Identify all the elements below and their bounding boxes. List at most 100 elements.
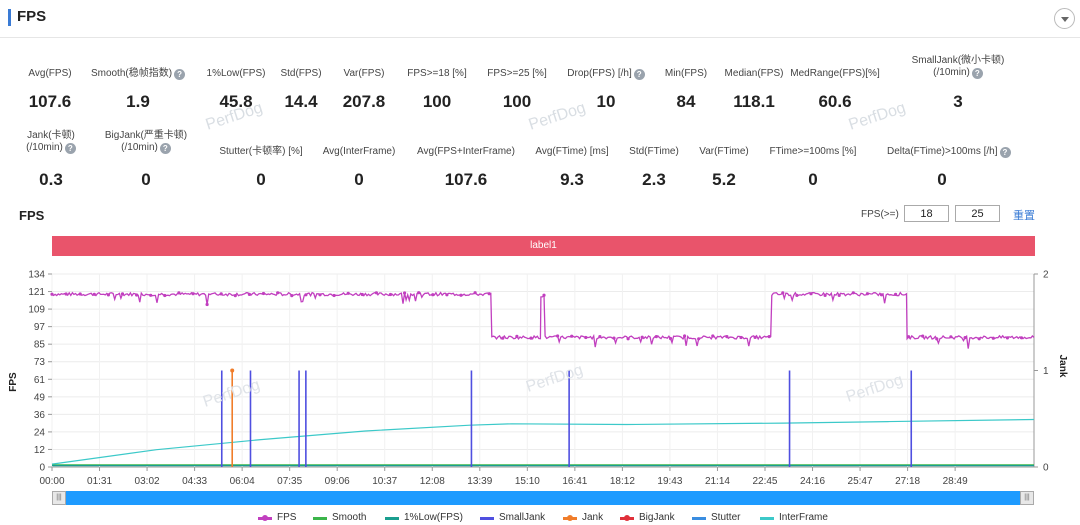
fps-point: [921, 334, 925, 338]
legend-label: SmallJank: [499, 512, 546, 523]
fps-point: [556, 334, 560, 338]
y-tick-label: 134: [28, 270, 45, 281]
x-tick-label: 28:49: [943, 476, 968, 487]
help-icon[interactable]: ?: [971, 68, 983, 79]
fps-point: [894, 292, 898, 296]
stat-value: 207.8: [342, 92, 386, 111]
x-tick-label: 25:47: [848, 476, 873, 487]
fps-point: [191, 292, 195, 296]
stat-value: 100: [422, 92, 452, 111]
x-tick-label: 13:39: [467, 476, 492, 487]
stat-label: Std(FTime): [629, 146, 679, 157]
fps-point: [809, 292, 813, 296]
threshold-input-2[interactable]: [955, 205, 1000, 222]
legend-swatch: [620, 515, 634, 521]
chevron-down-icon: [1060, 17, 1069, 22]
fps-point: [261, 291, 266, 296]
fps-point: [445, 293, 449, 297]
fps-point: [135, 293, 139, 297]
x-tick-label: 16:41: [562, 476, 587, 487]
y-tick-label: 61: [34, 375, 46, 386]
fps-point: [542, 293, 546, 297]
fps-point: [78, 292, 82, 296]
stat-label: Delta(FTime)>100ms [/h]?: [887, 146, 1011, 158]
fps-point: [781, 291, 785, 295]
stat-value: 14.4: [284, 92, 318, 111]
stat-item: Smooth(稳帧指数)?: [83, 68, 193, 80]
x-tick-label: 21:14: [705, 476, 730, 487]
stat-value: 100: [502, 92, 532, 111]
help-icon[interactable]: ?: [633, 69, 645, 80]
fps-point: [529, 336, 533, 340]
x-tick-label: 15:10: [515, 476, 540, 487]
collapse-button[interactable]: [1054, 8, 1075, 29]
stat-value: 107.6: [444, 170, 488, 189]
time-scrollbar[interactable]: ||| |||: [52, 491, 1034, 505]
y-tick-label: 12: [34, 445, 46, 456]
legend-label: Stutter: [711, 512, 741, 523]
fps-point: [473, 291, 477, 295]
chart-legend: FPS Smooth 1%Low(FPS) SmallJank Jank BigJank S…: [0, 512, 1080, 525]
fps-point: [515, 334, 519, 338]
threshold-input-1[interactable]: [904, 205, 949, 222]
help-icon[interactable]: ?: [999, 147, 1011, 158]
stat-label: SmallJank(微小卡顿) (/10min)?: [911, 55, 1005, 79]
legend-swatch: [258, 515, 272, 521]
stat-label: Var(FTime): [699, 146, 749, 157]
fps-point: [612, 336, 616, 340]
stat-item: BigJank(严重卡顿) (/10min)?: [91, 130, 201, 154]
y-axis-right: 0 1 2: [1034, 270, 1049, 474]
legend-swatch: [760, 517, 774, 520]
fps-point: [219, 292, 223, 296]
fps-point: [50, 292, 54, 296]
reset-link[interactable]: 重置: [1013, 210, 1035, 222]
stat-label: Avg(FPS+InterFrame): [417, 146, 515, 157]
stat-item: Delta(FTime)>100ms [/h]?: [887, 146, 1011, 158]
label-band[interactable]: label1: [52, 236, 1035, 256]
legend-label: FPS: [277, 512, 297, 523]
stat-item: Stutter(卡顿率) [%]: [206, 146, 316, 158]
fps-point: [668, 336, 673, 341]
x-axis: 00:00 01:31 03:02 04:33 06:04 07:35 09:06 10:37…: [39, 467, 968, 487]
fps-point: [907, 335, 911, 339]
scroll-handle-left[interactable]: |||: [52, 491, 66, 505]
fps-point: [431, 293, 435, 297]
legend-swatch: [313, 517, 327, 520]
y-tick-label: 73: [34, 357, 46, 368]
stat-label: FTime>=100ms [%]: [769, 146, 857, 157]
legend-swatch: [563, 515, 577, 521]
y-axis-left: 0 12 24 36 49 61 73 85 97 109 121 134: [28, 270, 52, 474]
fps-point: [949, 335, 953, 339]
fps-point: [739, 335, 743, 340]
stat-label: Var(FPS): [343, 68, 385, 79]
stat-item: 1%Low(FPS): [181, 68, 291, 80]
scroll-handle-right[interactable]: |||: [1020, 491, 1034, 505]
legend-label: BigJank: [639, 512, 675, 523]
stat-item: Drop(FPS) [/h]?: [551, 68, 661, 80]
help-icon[interactable]: ?: [64, 143, 76, 154]
stat-label: MedRange(FPS)[%]: [790, 68, 880, 79]
stat-label: Avg(FTime) [ms]: [535, 146, 609, 157]
y-tick-label: 24: [34, 427, 46, 438]
stat-value: 0.3: [39, 170, 63, 189]
stat-label: Std(FPS): [280, 68, 322, 79]
y-tick-label-right: 1: [1043, 366, 1049, 377]
x-tick-label: 01:31: [87, 476, 112, 487]
stat-value: 1.9: [126, 92, 150, 111]
help-icon[interactable]: ?: [159, 143, 171, 154]
fps-point: [823, 293, 827, 297]
help-icon[interactable]: ?: [174, 69, 186, 80]
stat-value: 45.8: [219, 92, 253, 111]
fps-point: [177, 291, 181, 295]
fps-point: [276, 291, 280, 295]
fps-point: [753, 335, 757, 339]
stat-item: Avg(FPS): [0, 68, 105, 80]
legend-label: Jank: [582, 512, 604, 523]
stat-label: Median(FPS): [724, 68, 784, 79]
stat-value: 5.2: [712, 170, 736, 189]
stat-label: FPS>=25 [%]: [487, 68, 547, 79]
fps-point: [417, 291, 421, 295]
fps-point: [163, 293, 167, 298]
stat-label: Drop(FPS) [/h]?: [551, 68, 661, 80]
